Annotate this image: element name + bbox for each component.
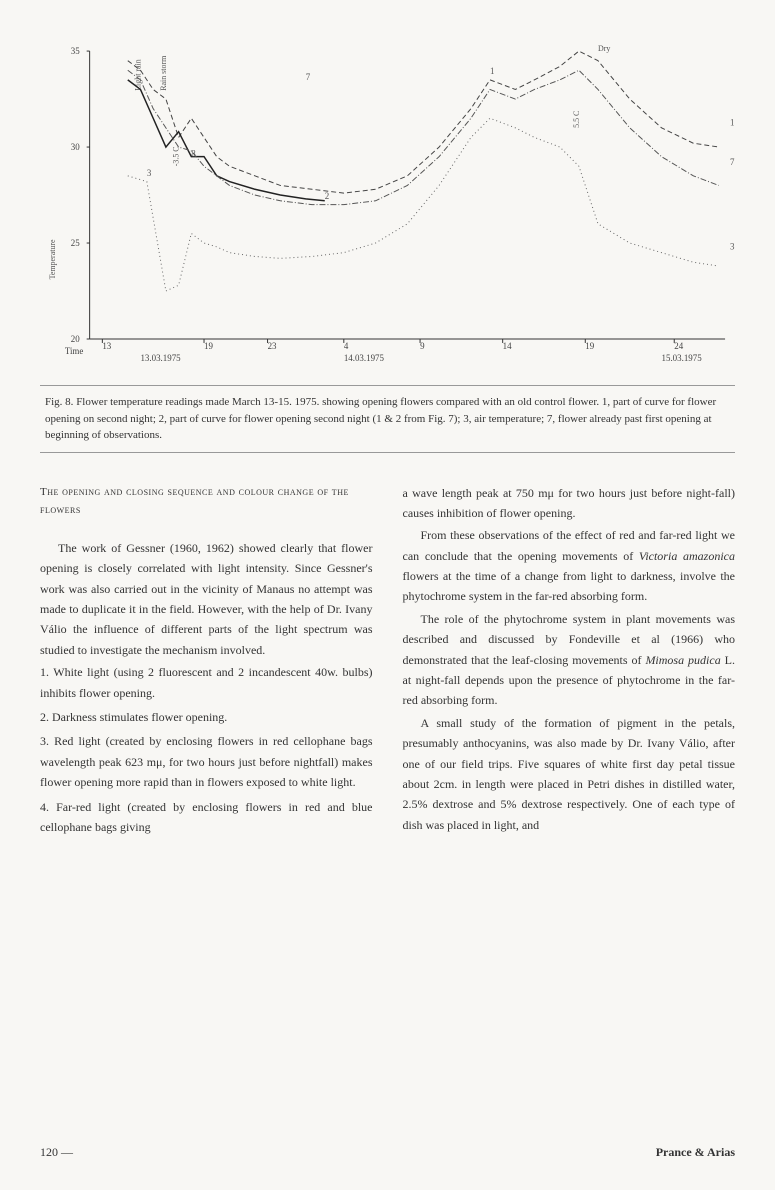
svg-text:25: 25 — [71, 238, 80, 248]
left-column: The opening and closing sequence and col… — [40, 483, 373, 842]
svg-text:1: 1 — [490, 66, 494, 76]
svg-text:35: 35 — [71, 46, 80, 56]
svg-text:5.5 C: 5.5 C — [572, 111, 581, 128]
paragraph: From these observations of the effect of… — [403, 525, 736, 607]
svg-text:-3.5 C: -3.5 C — [172, 146, 181, 166]
svg-text:13.03.1975: 13.03.1975 — [140, 353, 181, 363]
svg-text:4: 4 — [344, 341, 349, 351]
list-item: 3. Red light (created by enclosing flowe… — [40, 731, 373, 792]
right-column: a wave length peak at 750 mμ for two hou… — [403, 483, 736, 842]
svg-text:14.03.1975: 14.03.1975 — [344, 353, 385, 363]
page-number: 120 — — [40, 1145, 73, 1160]
series-end-label: 7 — [730, 157, 735, 167]
section-heading: The opening and closing sequence and col… — [40, 483, 373, 520]
svg-text:9: 9 — [420, 341, 425, 351]
temperature-chart: 20253035 13192349141924 Temperature Time… — [40, 30, 735, 370]
svg-text:3: 3 — [147, 168, 152, 178]
text: flowers at the time of a change from lig… — [403, 569, 736, 603]
svg-text:24: 24 — [674, 341, 683, 351]
series-end-label: 1 — [730, 118, 734, 128]
body-columns: The opening and closing sequence and col… — [40, 483, 735, 842]
species-name: Mimosa pudica — [645, 653, 720, 667]
caption-text: Flower temperature readings made March 1… — [45, 396, 716, 441]
svg-text:15.03.1975: 15.03.1975 — [662, 353, 703, 363]
x-axis-label: Time — [65, 346, 84, 356]
svg-text:13: 13 — [102, 341, 111, 351]
species-name: Victoria amazonica — [639, 549, 735, 563]
figure-caption: Fig. 8. Flower temperature readings made… — [40, 385, 735, 453]
authors: Prance & Arias — [656, 1145, 735, 1160]
svg-text:23: 23 — [268, 341, 277, 351]
series-end-label: 3 — [730, 242, 735, 252]
svg-text:20: 20 — [71, 334, 80, 344]
svg-text:30: 30 — [71, 142, 80, 152]
paragraph: a wave length peak at 750 mμ for two hou… — [403, 483, 736, 524]
caption-label: Fig. 8. — [45, 396, 73, 408]
list-item: 2. Darkness stimulates flower opening. — [40, 707, 373, 727]
list-item: 4. Far-red light (created by enclosing f… — [40, 797, 373, 838]
paragraph: The role of the phytochrome system in pl… — [403, 609, 736, 711]
paragraph: A small study of the formation of pigmen… — [403, 713, 736, 835]
page-footer: 120 — Prance & Arias — [40, 1145, 735, 1160]
svg-text:2: 2 — [325, 191, 329, 201]
svg-text:8: 8 — [191, 149, 196, 159]
svg-text:7: 7 — [306, 72, 311, 82]
svg-text:14: 14 — [503, 341, 512, 351]
svg-text:Dry: Dry — [598, 44, 610, 53]
chart-svg: 20253035 13192349141924 Temperature Time… — [40, 30, 735, 370]
svg-text:19: 19 — [585, 341, 594, 351]
svg-text:Rain storm: Rain storm — [159, 55, 168, 91]
svg-text:19: 19 — [204, 341, 213, 351]
y-axis-label: Temperature — [48, 239, 57, 279]
paragraph: The work of Gessner (1960, 1962) showed … — [40, 538, 373, 660]
list-item: 1. White light (using 2 fluorescent and … — [40, 662, 373, 703]
